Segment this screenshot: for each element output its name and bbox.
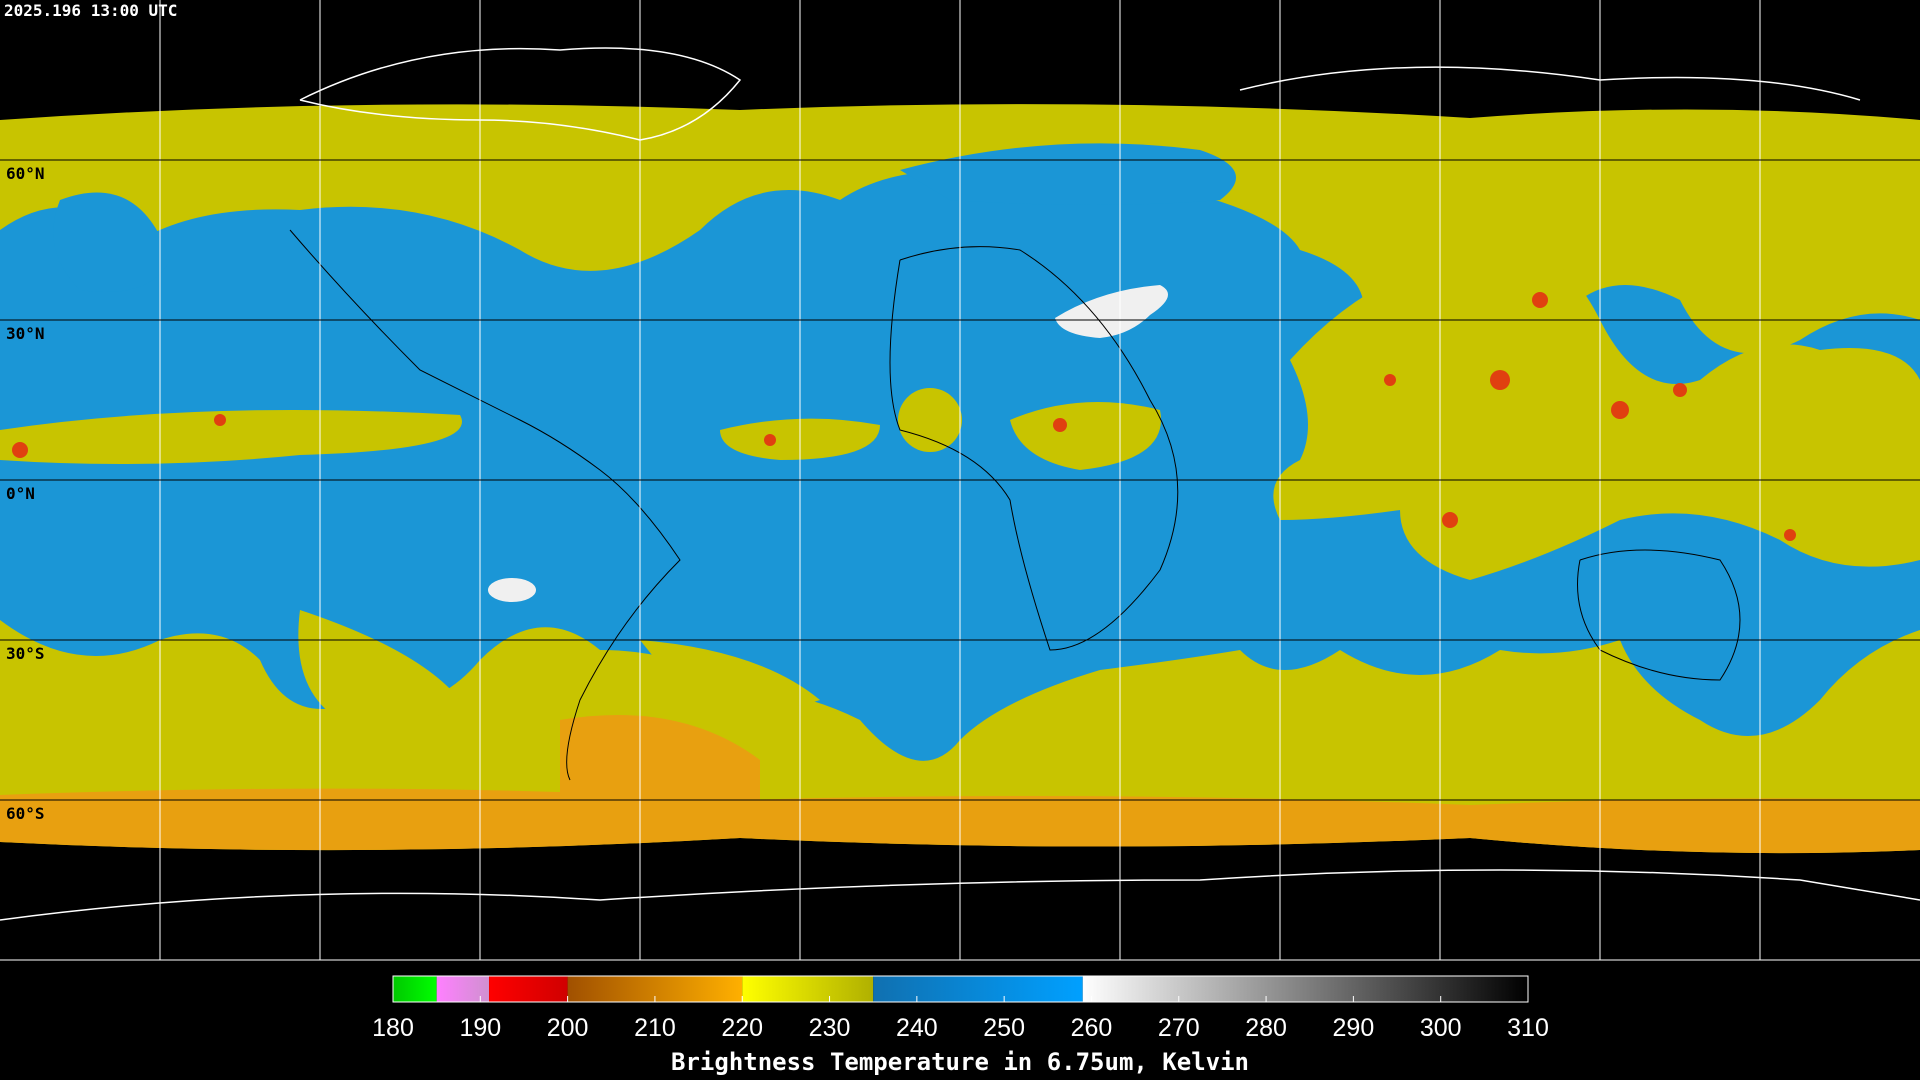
moist-patch — [898, 388, 962, 452]
blue-eurasia — [900, 143, 1236, 205]
colorbar: 180 190 200 210 220 230 240 250 260 270 280 290 300 3… — [372, 975, 1549, 1042]
colorbar-segment — [436, 976, 490, 1002]
lat-label: 60°S — [6, 804, 45, 823]
colorbar-tick-label: 240 — [896, 1014, 938, 1042]
colorbar-tick-label: 230 — [809, 1014, 851, 1042]
colorbar-tick-label: 260 — [1071, 1014, 1113, 1042]
warm-spot-sahara — [1055, 285, 1168, 338]
colorbar-segment — [393, 976, 437, 1002]
itcz-east-pacific — [0, 410, 462, 464]
colorbar-tick-label: 300 — [1420, 1014, 1462, 1042]
south-pacific-swirl — [298, 610, 460, 727]
colorbar-title: Brightness Temperature in 6.75um, Kelvin — [671, 1048, 1249, 1076]
lat-label: 30°N — [6, 324, 45, 343]
colorbar-tick-label: 280 — [1245, 1014, 1287, 1042]
convection — [12, 292, 1796, 541]
colorbar-segment — [873, 976, 1083, 1002]
lat-label: 30°S — [6, 644, 45, 663]
graticule — [0, 0, 1920, 961]
colorbar-segment — [1082, 976, 1528, 1002]
warm-spot-pacific — [488, 578, 536, 602]
colorbar-tick-label: 270 — [1158, 1014, 1200, 1042]
colorbar-tick-label: 310 — [1507, 1014, 1549, 1042]
polar-coastlines — [0, 47, 1920, 921]
colorbar-tick-label: 220 — [721, 1014, 763, 1042]
asia-monsoon — [1273, 248, 1920, 580]
colorbar-segment — [489, 976, 568, 1002]
colorbar-frame — [392, 975, 1529, 1003]
colorbar-tick-label: 250 — [983, 1014, 1025, 1042]
colorbar-tick-label: 200 — [547, 1014, 589, 1042]
timestamp: 2025.196 13:00 UTC — [4, 1, 177, 20]
south-atlantic-swirl — [640, 640, 820, 708]
lat-label: 60°N — [6, 164, 45, 183]
colorbar-tick-label: 210 — [634, 1014, 676, 1042]
colorbar-tick-label: 190 — [459, 1014, 501, 1042]
coastlines — [289, 229, 1741, 781]
orange-patch — [560, 715, 760, 800]
lat-label: 0°N — [6, 484, 35, 503]
itcz-africa — [1010, 402, 1161, 470]
colorbar-tick-label: 290 — [1333, 1014, 1375, 1042]
blue-north — [53, 192, 171, 292]
colorbar-segment — [742, 976, 874, 1002]
colorbar-tick-label: 180 — [372, 1014, 414, 1042]
